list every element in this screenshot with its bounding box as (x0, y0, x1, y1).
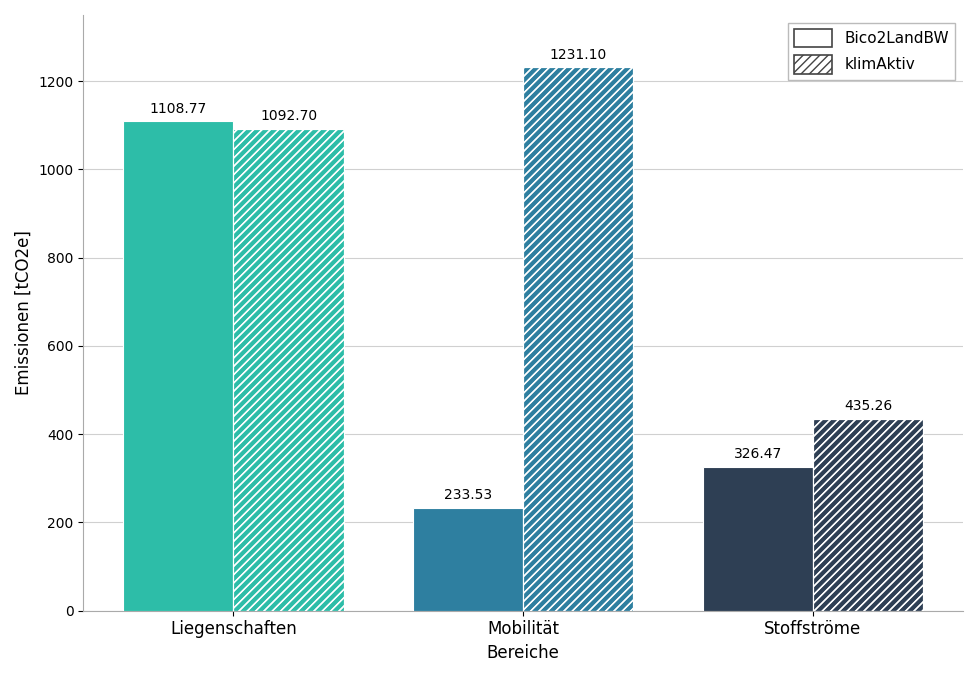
Bar (234, 129, 343, 611)
Bar (812, 418, 922, 611)
Text: 435.26: 435.26 (843, 399, 891, 414)
Bar (234, 129, 343, 611)
Bar (812, 418, 922, 611)
Bar (523, 68, 633, 611)
Bar (123, 121, 234, 611)
X-axis label: Bereiche: Bereiche (487, 644, 559, 662)
Text: 233.53: 233.53 (444, 488, 491, 502)
Text: 1092.70: 1092.70 (260, 109, 317, 123)
Text: 326.47: 326.47 (733, 447, 782, 461)
Text: 1108.77: 1108.77 (149, 102, 207, 116)
Legend: Bico2LandBW, klimAktiv: Bico2LandBW, klimAktiv (787, 22, 955, 80)
Text: 1231.10: 1231.10 (549, 48, 607, 62)
Bar (523, 68, 633, 611)
Y-axis label: Emissionen [tCO2e]: Emissionen [tCO2e] (15, 230, 33, 395)
Bar (412, 508, 523, 611)
Bar (702, 466, 812, 611)
